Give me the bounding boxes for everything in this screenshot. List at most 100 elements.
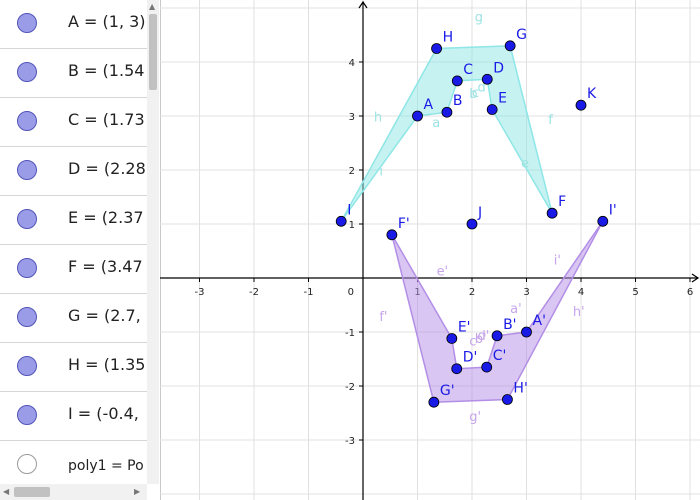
point-K[interactable] bbox=[575, 99, 587, 111]
algebra-expression[interactable]: C = (1.73 bbox=[68, 110, 145, 129]
point-D[interactable] bbox=[481, 73, 493, 85]
algebra-item[interactable]: H = (1.35 bbox=[0, 343, 147, 392]
edge-label: c bbox=[472, 86, 479, 101]
y-tick-label: -1 bbox=[345, 328, 355, 339]
visibility-toggle-icon[interactable] bbox=[17, 209, 37, 229]
horizontal-scrollbar[interactable]: ◀ ▶ bbox=[0, 484, 147, 500]
point-label: K bbox=[587, 86, 597, 102]
algebra-expression[interactable]: A = (1, 3) bbox=[68, 12, 146, 31]
x-tick-label: 6 bbox=[687, 287, 693, 298]
edge-label: e' bbox=[437, 264, 449, 279]
point-label: G' bbox=[440, 383, 455, 399]
graphics-view[interactable]: -3-2-1123456-3-2-112340ghabcdfeie'f'i'h'… bbox=[160, 0, 700, 500]
algebra-item[interactable]: F = (3.47 bbox=[0, 245, 147, 294]
point-F[interactable] bbox=[546, 207, 558, 219]
point-J[interactable] bbox=[466, 218, 478, 230]
point-E[interactable] bbox=[486, 104, 498, 115]
algebra-expression[interactable]: F = (3.47 bbox=[68, 257, 143, 276]
algebra-view: A = (1, 3) B = (1.54 C = (1.73 D = (2.28 E =… bbox=[0, 0, 161, 500]
point-label: D' bbox=[463, 350, 478, 366]
visibility-toggle-icon[interactable] bbox=[17, 13, 37, 33]
point-H'[interactable] bbox=[502, 394, 513, 405]
y-tick-label: -2 bbox=[345, 382, 355, 393]
y-tick-label: 3 bbox=[349, 112, 355, 123]
visibility-toggle-icon[interactable] bbox=[17, 111, 37, 131]
algebra-item[interactable]: A = (1, 3) bbox=[0, 0, 147, 49]
algebra-expression[interactable]: I = (-0.4, bbox=[68, 404, 139, 423]
point-label: C' bbox=[493, 348, 507, 364]
edge-label: c' bbox=[469, 335, 480, 350]
point-F'[interactable] bbox=[386, 229, 398, 241]
edge-label: a' bbox=[510, 302, 522, 317]
scroll-right-icon[interactable]: ▶ bbox=[134, 487, 141, 496]
point-G'[interactable] bbox=[428, 396, 440, 408]
edge-label: h' bbox=[573, 305, 585, 320]
point-B'[interactable] bbox=[491, 330, 503, 342]
point-label: A bbox=[424, 97, 434, 113]
x-tick-label: 3 bbox=[523, 287, 529, 298]
y-tick-label: -3 bbox=[345, 436, 355, 447]
algebra-item[interactable]: E = (2.37 bbox=[0, 196, 147, 245]
visibility-toggle-icon[interactable] bbox=[17, 454, 37, 474]
edge-label: g' bbox=[469, 410, 481, 425]
point-I[interactable] bbox=[335, 215, 347, 227]
x-tick-label: 4 bbox=[578, 287, 584, 298]
edge-label: i' bbox=[554, 254, 561, 269]
point-C'[interactable] bbox=[481, 361, 493, 373]
point-label: C bbox=[463, 62, 473, 78]
x-tick-label: -1 bbox=[304, 287, 314, 298]
y-tick-label: 4 bbox=[349, 58, 355, 69]
point-label: H' bbox=[513, 381, 527, 397]
x-axis-arrow-icon bbox=[691, 273, 700, 283]
vertical-scroll-thumb[interactable] bbox=[149, 14, 157, 90]
algebra-expression[interactable]: H = (1.35 bbox=[68, 355, 146, 374]
algebra-expression[interactable]: E = (2.37 bbox=[68, 208, 144, 227]
algebra-item[interactable]: I = (-0.4, bbox=[0, 392, 147, 441]
edge-label: f bbox=[548, 113, 553, 128]
x-tick-label: 5 bbox=[632, 287, 638, 298]
visibility-toggle-icon[interactable] bbox=[17, 62, 37, 82]
visibility-toggle-icon[interactable] bbox=[17, 258, 37, 278]
point-label: I bbox=[347, 202, 351, 218]
algebra-item[interactable]: D = (2.28 bbox=[0, 147, 147, 196]
scroll-up-icon[interactable]: ▲ bbox=[149, 2, 156, 11]
origin-label: 0 bbox=[348, 287, 354, 298]
edge-label: a bbox=[432, 116, 440, 131]
point-I'[interactable] bbox=[597, 215, 609, 227]
point-E'[interactable] bbox=[446, 333, 458, 344]
algebra-expression[interactable]: poly1 = Po bbox=[68, 458, 144, 474]
point-B[interactable] bbox=[441, 106, 453, 118]
point-C[interactable] bbox=[451, 75, 463, 87]
algebra-item[interactable]: G = (2.7, bbox=[0, 294, 147, 343]
horizontal-scroll-thumb[interactable] bbox=[14, 487, 50, 497]
point-G[interactable] bbox=[504, 40, 516, 52]
point-label: J bbox=[477, 205, 482, 221]
vertical-scrollbar[interactable]: ▲ bbox=[147, 0, 159, 484]
point-D'[interactable] bbox=[451, 363, 463, 375]
visibility-toggle-icon[interactable] bbox=[17, 307, 37, 327]
point-A'[interactable] bbox=[521, 326, 532, 338]
visibility-toggle-icon[interactable] bbox=[17, 356, 37, 376]
scroll-left-icon[interactable]: ◀ bbox=[3, 487, 10, 496]
point-H[interactable] bbox=[431, 43, 442, 54]
algebra-item[interactable]: B = (1.54 bbox=[0, 49, 147, 98]
visibility-toggle-icon[interactable] bbox=[17, 160, 37, 180]
edge-label: b' bbox=[475, 332, 487, 347]
edge-label: h bbox=[374, 110, 382, 125]
edge-label: g bbox=[475, 11, 483, 26]
visibility-toggle-icon[interactable] bbox=[17, 405, 37, 425]
algebra-expression[interactable]: B = (1.54 bbox=[68, 61, 145, 80]
x-tick-label: -3 bbox=[195, 287, 205, 298]
algebra-item[interactable]: C = (1.73 bbox=[0, 98, 147, 147]
point-A[interactable] bbox=[412, 110, 423, 122]
point-label: F' bbox=[398, 216, 410, 232]
y-tick-label: 1 bbox=[349, 220, 355, 231]
point-label: B' bbox=[503, 317, 516, 333]
algebra-item[interactable]: poly1 = Po bbox=[0, 441, 147, 490]
point-label: B bbox=[453, 93, 463, 109]
edge-label: b bbox=[469, 87, 477, 102]
algebra-expression[interactable]: G = (2.7, bbox=[68, 306, 141, 325]
polygon-poly2 bbox=[391, 220, 604, 403]
algebra-expression[interactable]: D = (2.28 bbox=[68, 159, 146, 178]
point-label: F bbox=[558, 194, 566, 210]
